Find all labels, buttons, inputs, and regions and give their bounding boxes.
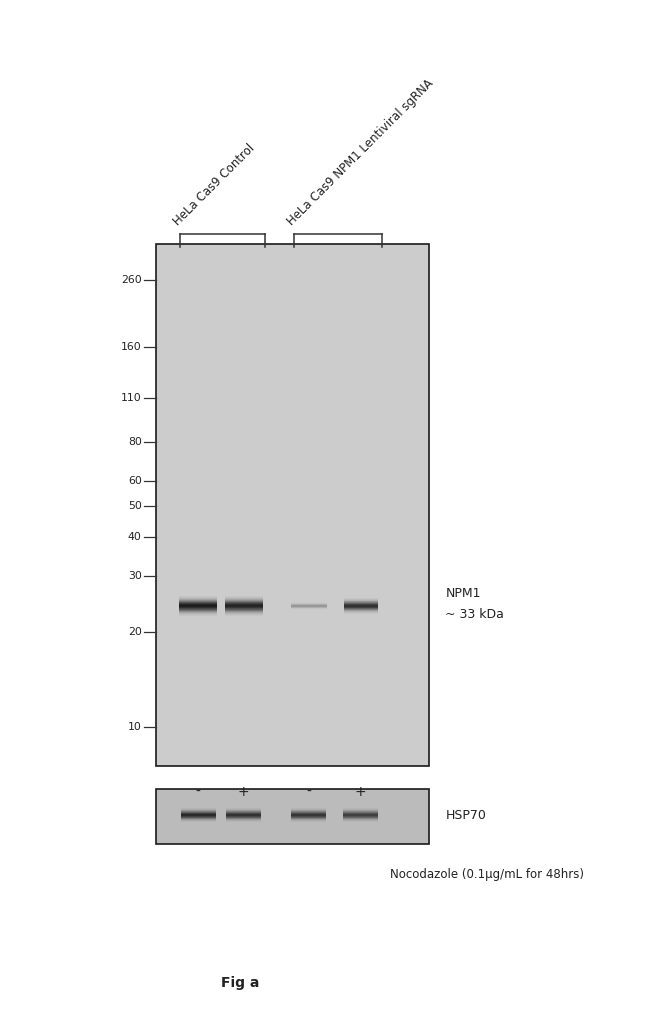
Text: HSP70: HSP70: [445, 809, 486, 821]
Text: +: +: [355, 785, 367, 799]
Text: 160: 160: [121, 342, 142, 352]
Text: +: +: [238, 785, 250, 799]
Text: -: -: [196, 785, 201, 799]
Text: 20: 20: [128, 627, 142, 636]
Text: HeLa Cas9 NPM1 Lentiviral sgRNA: HeLa Cas9 NPM1 Lentiviral sgRNA: [285, 77, 437, 228]
Text: 80: 80: [128, 436, 142, 447]
Text: Fig a: Fig a: [221, 975, 260, 990]
Text: 60: 60: [128, 476, 142, 486]
Bar: [156, 244, 429, 766]
Bar: [156, 789, 429, 844]
Text: Nocodazole (0.1μg/mL for 48hrs): Nocodazole (0.1μg/mL for 48hrs): [390, 869, 584, 881]
Text: -: -: [306, 785, 311, 799]
Text: ~ 33 kDa: ~ 33 kDa: [445, 608, 504, 620]
Text: 10: 10: [128, 722, 142, 732]
Text: 40: 40: [128, 532, 142, 542]
Text: 30: 30: [128, 571, 142, 582]
Text: 260: 260: [121, 275, 142, 285]
Text: 50: 50: [128, 501, 142, 512]
Text: 110: 110: [121, 393, 142, 403]
Text: NPM1: NPM1: [445, 588, 481, 600]
Text: HeLa Cas9 Control: HeLa Cas9 Control: [171, 142, 257, 228]
